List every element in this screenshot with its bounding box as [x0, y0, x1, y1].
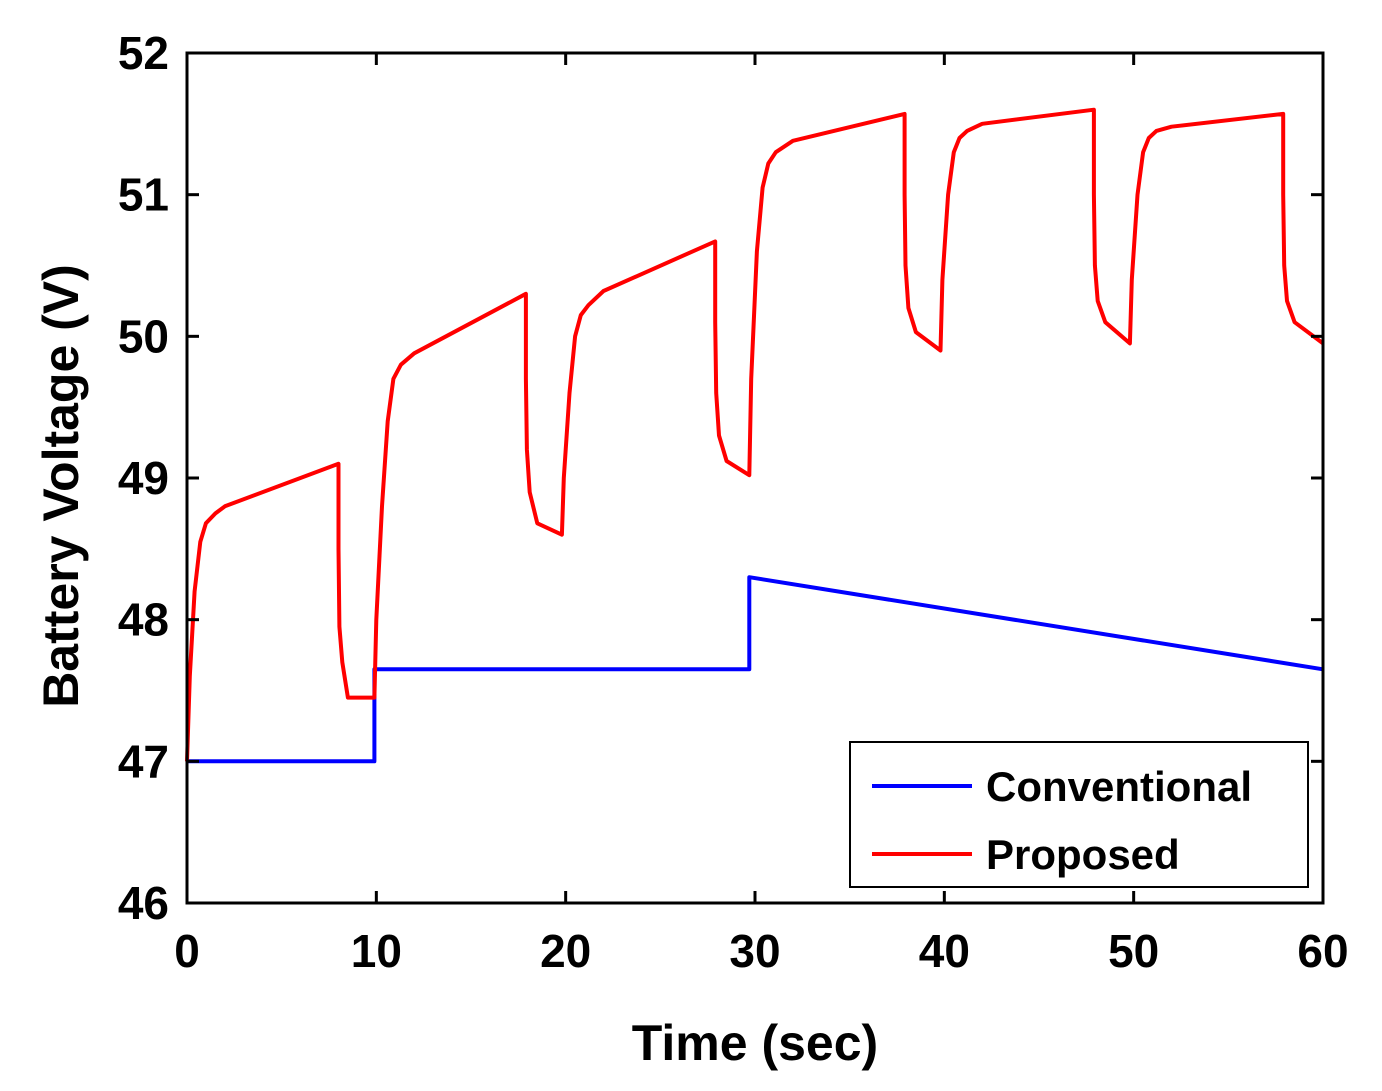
x-tick-label: 10 — [351, 925, 402, 977]
y-tick-label: 51 — [118, 169, 169, 221]
y-axis-label: Battery Voltage (V) — [33, 264, 89, 708]
tick-marks — [185, 51, 1325, 905]
x-tick-label: 20 — [540, 925, 591, 977]
legend-label-conventional: Conventional — [986, 763, 1252, 810]
x-tick-label: 30 — [729, 925, 780, 977]
x-tick-label: 50 — [1108, 925, 1159, 977]
x-tick-label: 40 — [919, 925, 970, 977]
x-axis-label: Time (sec) — [632, 1015, 878, 1071]
legend: Conventional Proposed — [849, 741, 1309, 888]
x-tick-label: 0 — [174, 925, 200, 977]
legend-box — [849, 741, 1309, 888]
y-tick-label: 52 — [118, 27, 169, 79]
y-tick-label: 48 — [118, 594, 169, 646]
series-layer — [185, 107, 1325, 764]
y-tick-label: 50 — [118, 310, 169, 362]
legend-label-proposed: Proposed — [986, 831, 1180, 878]
series-line-proposed — [185, 107, 1325, 762]
series-line-conventional — [187, 575, 1324, 764]
tick-labels: 0 10 20 30 40 50 60 46 47 48 49 50 51 52 — [118, 27, 1349, 977]
y-tick-label: 49 — [118, 452, 169, 504]
y-tick-label: 46 — [118, 877, 169, 929]
y-tick-label: 47 — [118, 735, 169, 787]
x-tick-label: 60 — [1297, 925, 1348, 977]
